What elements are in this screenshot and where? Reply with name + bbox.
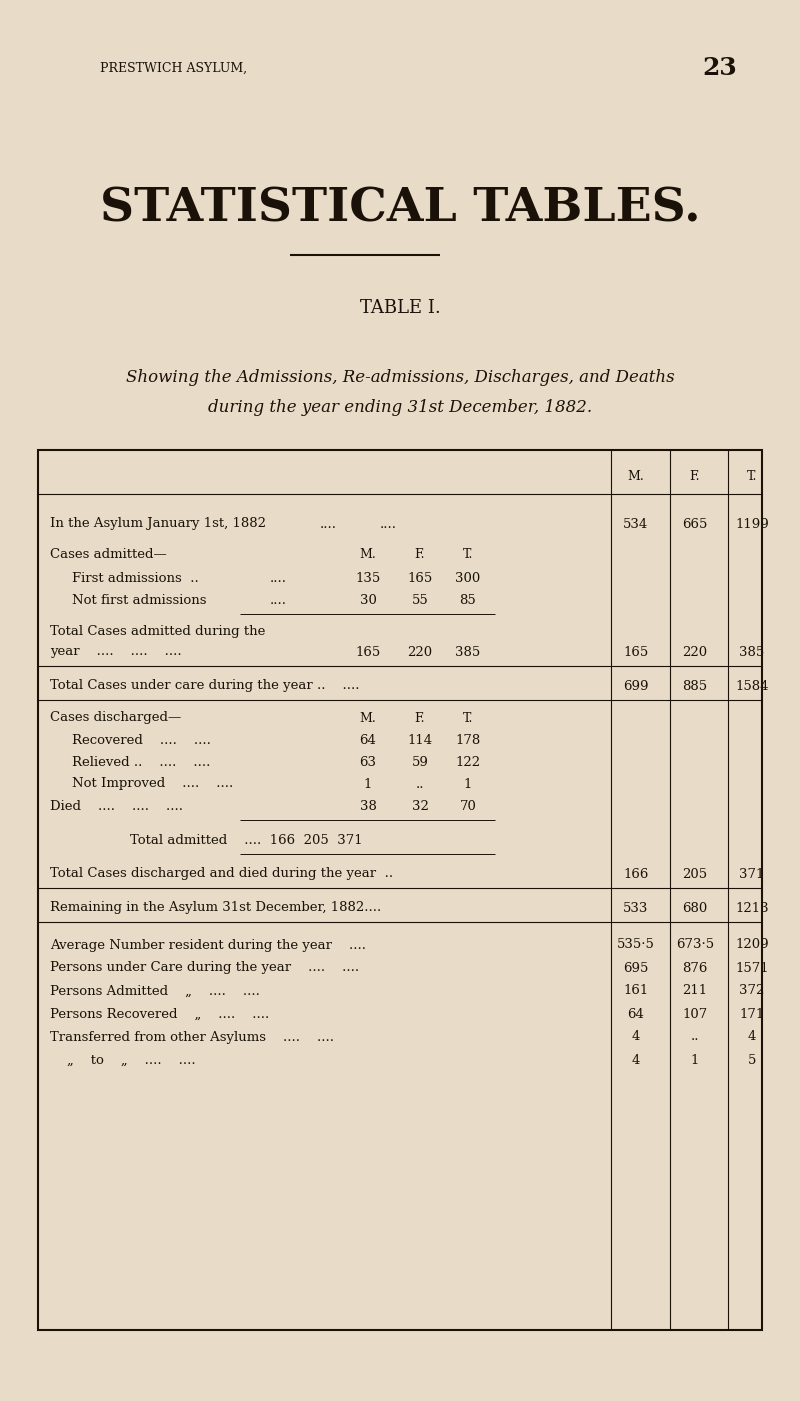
Text: 534: 534: [623, 517, 649, 531]
Text: 135: 135: [355, 572, 381, 584]
Text: Persons Recovered    „    ....    ....: Persons Recovered „ .... ....: [50, 1007, 270, 1020]
Text: 1: 1: [691, 1054, 699, 1066]
Text: 1571: 1571: [735, 961, 769, 975]
Text: 63: 63: [359, 755, 377, 769]
Text: In the Asylum January 1st, 1882: In the Asylum January 1st, 1882: [50, 517, 266, 531]
Text: 533: 533: [623, 901, 649, 915]
Text: 85: 85: [460, 594, 476, 607]
Text: year    ....    ....    ....: year .... .... ....: [50, 646, 182, 658]
Text: M.: M.: [360, 549, 376, 562]
Text: TABLE I.: TABLE I.: [360, 298, 440, 317]
Text: 165: 165: [355, 646, 381, 658]
Text: Total Cases discharged and died during the year  ..: Total Cases discharged and died during t…: [50, 867, 393, 880]
Text: 1209: 1209: [735, 939, 769, 951]
Text: 59: 59: [411, 755, 429, 769]
Text: 70: 70: [459, 800, 477, 813]
Text: Recovered    ....    ....: Recovered .... ....: [72, 734, 211, 747]
Text: 178: 178: [455, 734, 481, 747]
Text: 372: 372: [739, 985, 765, 998]
Text: 1584: 1584: [735, 679, 769, 692]
Text: 107: 107: [682, 1007, 708, 1020]
Text: ....: ....: [270, 594, 287, 607]
Text: Showing the Admissions, Re-admissions, Discharges, and Deaths: Showing the Admissions, Re-admissions, D…: [126, 370, 674, 387]
Text: 211: 211: [682, 985, 707, 998]
Text: 30: 30: [359, 594, 377, 607]
Text: Transferred from other Asylums    ....    ....: Transferred from other Asylums .... ....: [50, 1031, 334, 1044]
Text: Cases discharged—: Cases discharged—: [50, 712, 182, 724]
Text: T.: T.: [463, 712, 473, 724]
Text: 64: 64: [359, 734, 377, 747]
Text: Not first admissions: Not first admissions: [72, 594, 206, 607]
Text: 385: 385: [455, 646, 481, 658]
Text: STATISTICAL TABLES.: STATISTICAL TABLES.: [100, 185, 700, 231]
Text: 4: 4: [632, 1054, 640, 1066]
Text: 171: 171: [739, 1007, 765, 1020]
Text: 1199: 1199: [735, 517, 769, 531]
Text: 5: 5: [748, 1054, 756, 1066]
Text: 1213: 1213: [735, 901, 769, 915]
Text: 535·5: 535·5: [617, 939, 655, 951]
Text: 695: 695: [623, 961, 649, 975]
Text: 1: 1: [464, 778, 472, 790]
Text: 665: 665: [682, 517, 708, 531]
Text: Relieved ..    ....    ....: Relieved .. .... ....: [72, 755, 210, 769]
Text: 885: 885: [682, 679, 707, 692]
Text: ....: ....: [320, 517, 337, 531]
Text: 220: 220: [682, 646, 707, 658]
Text: during the year ending 31st December, 1882.: during the year ending 31st December, 18…: [208, 399, 592, 416]
Text: 122: 122: [455, 755, 481, 769]
Text: 32: 32: [411, 800, 429, 813]
Text: Total Cases admitted during the: Total Cases admitted during the: [50, 625, 266, 639]
Text: 4: 4: [748, 1031, 756, 1044]
Text: F.: F.: [690, 469, 700, 482]
Text: ..: ..: [416, 778, 424, 790]
Text: 205: 205: [682, 867, 707, 880]
Text: Total admitted    ....  166  205  371: Total admitted .... 166 205 371: [130, 834, 362, 846]
Text: „    to    „    ....    ....: „ to „ .... ....: [50, 1054, 196, 1066]
Text: 1: 1: [364, 778, 372, 790]
Text: ..: ..: [690, 1031, 699, 1044]
Text: Died    ....    ....    ....: Died .... .... ....: [50, 800, 183, 813]
Text: 64: 64: [627, 1007, 645, 1020]
Text: Persons under Care during the year    ....    ....: Persons under Care during the year .... …: [50, 961, 359, 975]
Text: 699: 699: [623, 679, 649, 692]
Text: F.: F.: [414, 712, 426, 724]
Text: PRESTWICH ASYLUM,: PRESTWICH ASYLUM,: [100, 62, 247, 74]
Text: 876: 876: [682, 961, 708, 975]
Text: Remaining in the Asylum 31st December, 1882....: Remaining in the Asylum 31st December, 1…: [50, 901, 382, 915]
Text: Total Cases under care during the year ..    ....: Total Cases under care during the year .…: [50, 679, 359, 692]
Text: 165: 165: [407, 572, 433, 584]
Text: 4: 4: [632, 1031, 640, 1044]
Text: Average Number resident during the year    ....: Average Number resident during the year …: [50, 939, 366, 951]
Text: T.: T.: [747, 469, 757, 482]
Text: 166: 166: [623, 867, 649, 880]
Text: 38: 38: [359, 800, 377, 813]
Text: M.: M.: [628, 469, 644, 482]
Text: 385: 385: [739, 646, 765, 658]
Text: First admissions  ..: First admissions ..: [72, 572, 198, 584]
Text: ....: ....: [380, 517, 397, 531]
Text: Cases admitted—: Cases admitted—: [50, 549, 166, 562]
Text: 55: 55: [412, 594, 428, 607]
Text: 300: 300: [455, 572, 481, 584]
Bar: [38, 450, 762, 1330]
Text: M.: M.: [360, 712, 376, 724]
Text: 23: 23: [702, 56, 738, 80]
Text: T.: T.: [463, 549, 473, 562]
Text: Not Improved    ....    ....: Not Improved .... ....: [72, 778, 234, 790]
Text: F.: F.: [414, 549, 426, 562]
Text: Persons Admitted    „    ....    ....: Persons Admitted „ .... ....: [50, 985, 260, 998]
Text: 165: 165: [623, 646, 649, 658]
Text: ....: ....: [270, 572, 287, 584]
Text: 220: 220: [407, 646, 433, 658]
Text: 161: 161: [623, 985, 649, 998]
Text: 371: 371: [739, 867, 765, 880]
Text: 673·5: 673·5: [676, 939, 714, 951]
Text: 114: 114: [407, 734, 433, 747]
Text: 680: 680: [682, 901, 708, 915]
